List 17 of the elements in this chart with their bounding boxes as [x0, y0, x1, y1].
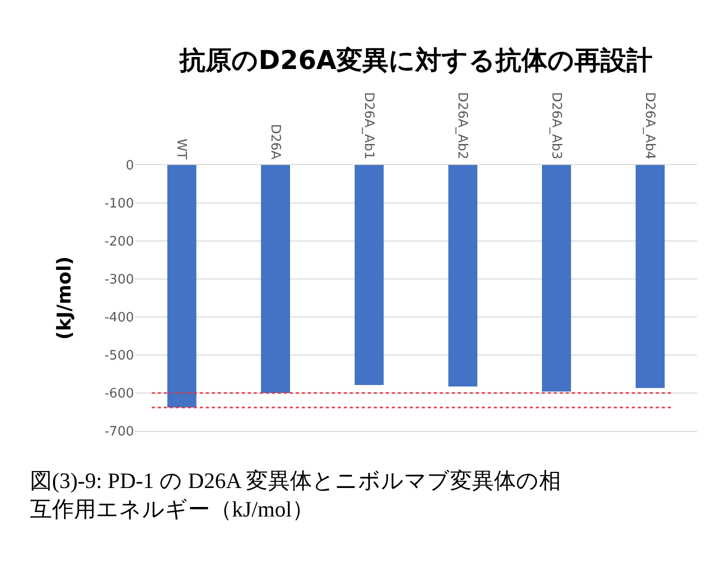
x-tick-label: D26A_Ab2 — [454, 92, 470, 160]
y-tick-label: -400 — [104, 310, 134, 326]
y-tick-label: -200 — [104, 234, 134, 250]
y-tick-label: 0 — [126, 158, 134, 174]
y-tick-label: -600 — [104, 386, 134, 402]
text: 図(3)-9: PD-1 の D26A 変異体とニボルマブ変異体の相互作用エネルギー（kJ/mol） — [30, 468, 562, 522]
x-tick-label: WT — [174, 138, 189, 160]
chart-title: 抗原のD26A変異に対する抗体の再設計 — [178, 46, 652, 76]
x-tick-label: D26A_Ab3 — [548, 92, 564, 160]
x-tick-label: D26A_Ab1 — [360, 92, 376, 160]
y-tick-label: -300 — [104, 272, 134, 288]
x-tick-label: D26A — [267, 124, 282, 160]
x-tick-label: D26A_Ab4 — [642, 92, 657, 160]
y-tick-label: -700 — [104, 424, 134, 440]
y-axis-title: (kJ/mol) — [53, 256, 76, 340]
y-tick-label: -100 — [104, 196, 134, 212]
y-tick-label: -500 — [104, 348, 134, 364]
